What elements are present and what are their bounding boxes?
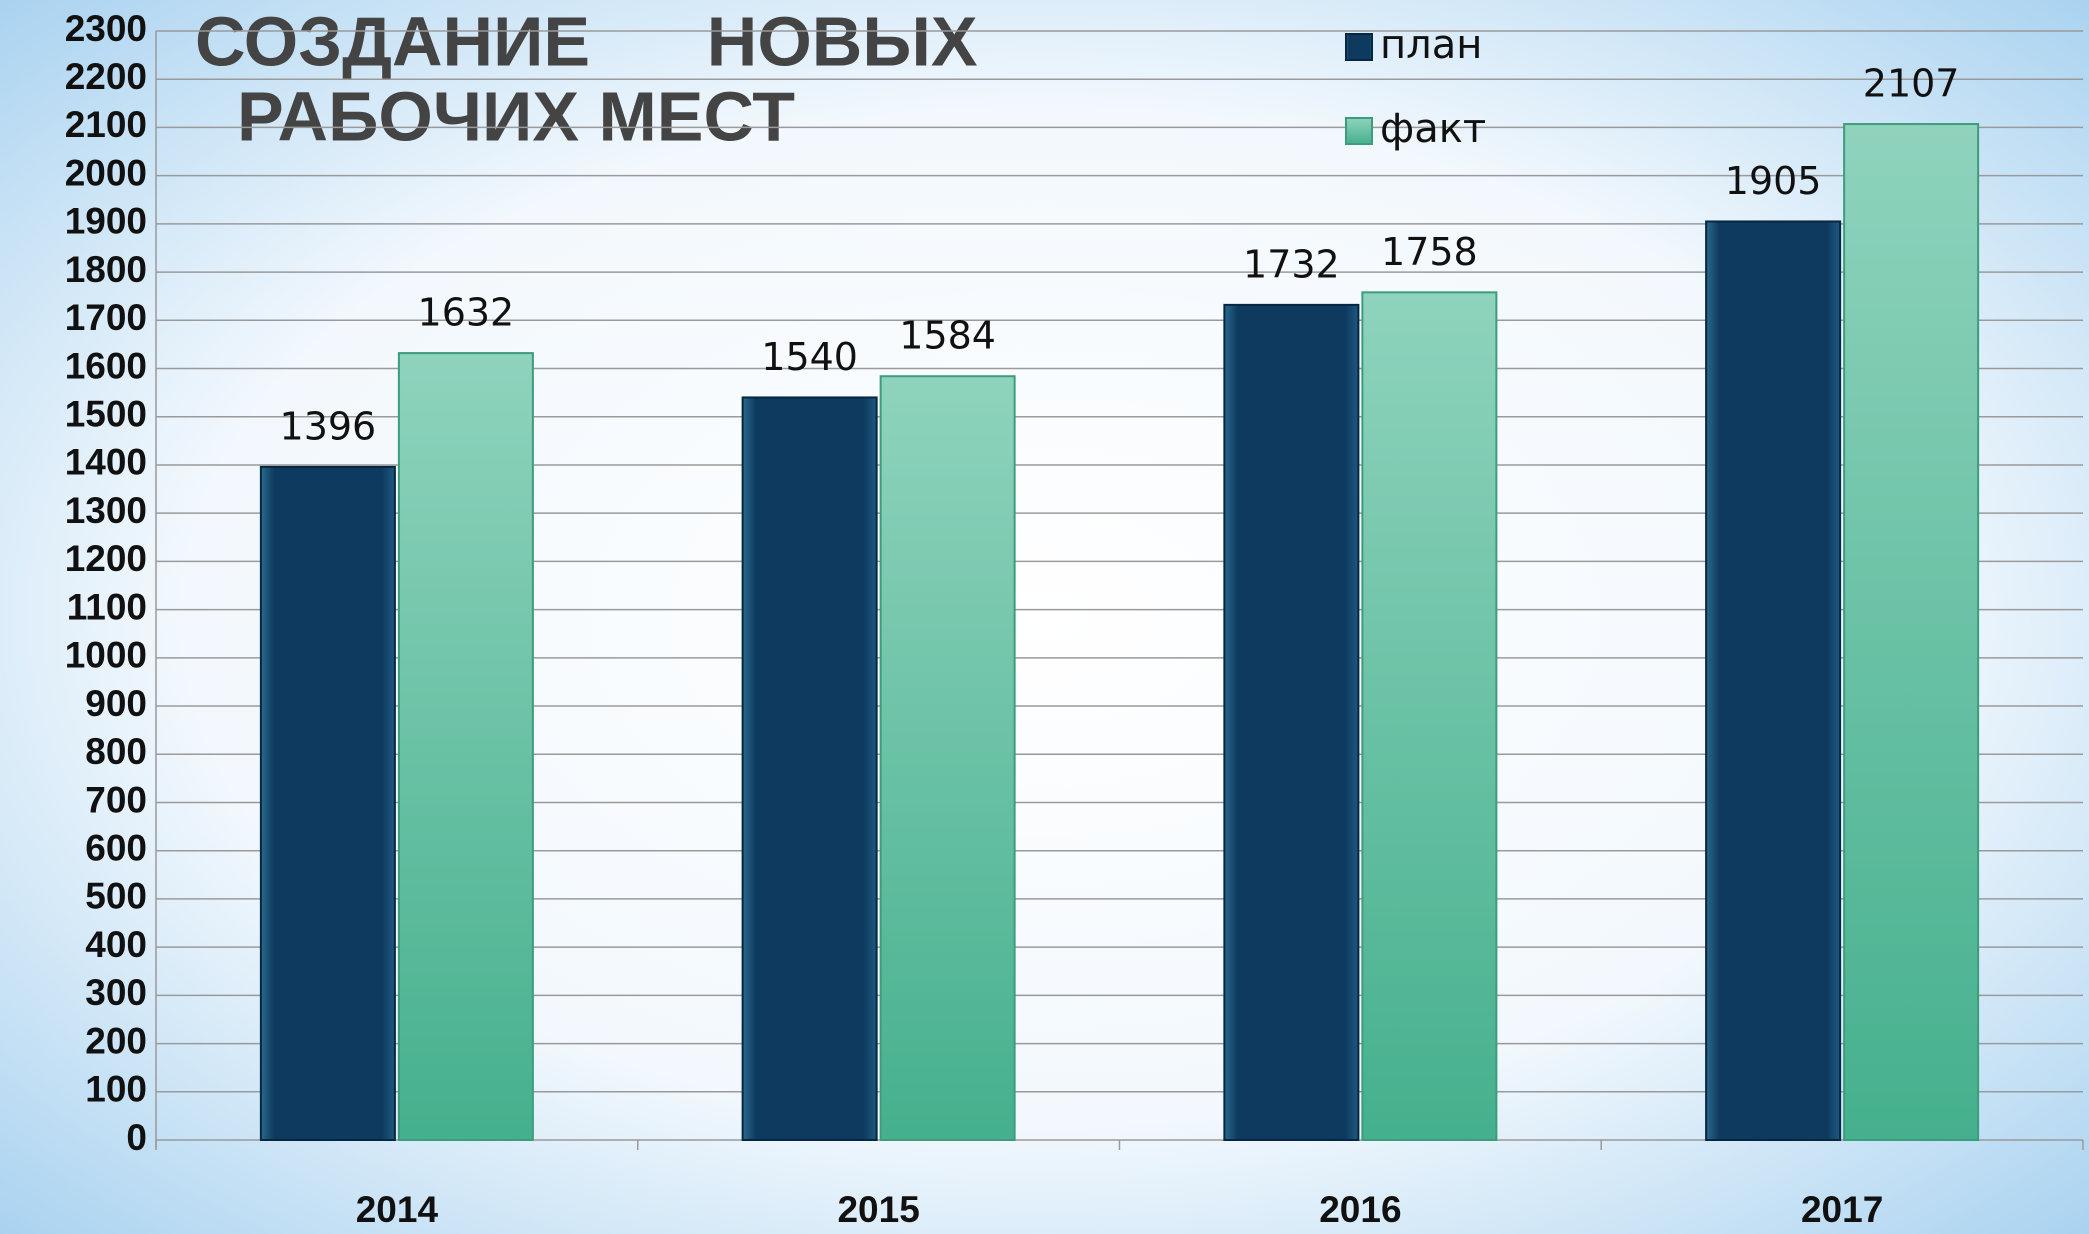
y-tick-label: 1300 [65, 490, 147, 531]
y-tick-label: 100 [85, 1069, 147, 1110]
chart-title: РАБОЧИХ МЕСТ [237, 77, 795, 155]
y-tick-label: 700 [85, 779, 147, 820]
value-label: 1396 [280, 404, 377, 448]
value-label: 1632 [418, 291, 515, 335]
x-tick-label: 2015 [837, 1189, 919, 1230]
value-label: 1584 [899, 314, 996, 358]
y-tick-label: 600 [85, 827, 147, 868]
x-tick-label: 2017 [1801, 1189, 1883, 1230]
y-tick-label: 2200 [65, 56, 147, 97]
x-tick-label: 2014 [356, 1189, 439, 1230]
bar [741, 396, 878, 1142]
bar [259, 465, 396, 1142]
y-tick-label: 1100 [67, 586, 147, 627]
y-tick-label: 1000 [65, 635, 147, 676]
y-tick-label: 1500 [65, 394, 147, 435]
bar [1361, 291, 1498, 1141]
y-tick-label: 1600 [65, 345, 147, 386]
value-label: 1758 [1381, 230, 1478, 274]
legend-label: факт [1380, 106, 1486, 152]
y-tick-label: 300 [85, 972, 147, 1013]
y-tick-label: 1200 [65, 538, 147, 579]
legend-swatch [1345, 33, 1373, 61]
y-tick-label: 1700 [65, 297, 147, 338]
y-tick-label: 200 [85, 1020, 147, 1061]
bar [1223, 303, 1360, 1142]
y-tick-label: 2300 [65, 8, 147, 49]
legend-label: план [1380, 22, 1482, 68]
bar [397, 352, 534, 1141]
y-tick-label: 1900 [65, 201, 147, 242]
x-tick-label: 2016 [1319, 1189, 1401, 1230]
y-tick-label: 0 [126, 1117, 147, 1158]
y-tick-label: 1400 [65, 442, 147, 483]
chart-title: СОЗДАНИЕ НОВЫХ [195, 2, 978, 80]
bar [1843, 123, 1980, 1141]
bar [879, 375, 1016, 1141]
y-tick-label: 500 [85, 876, 147, 917]
bar [1705, 220, 1842, 1142]
y-tick-label: 400 [85, 924, 147, 965]
value-label: 1905 [1725, 159, 1822, 203]
value-label: 1732 [1243, 242, 1340, 286]
value-label: 2107 [1863, 62, 1960, 106]
value-label: 1540 [761, 335, 858, 379]
y-tick-label: 900 [85, 683, 147, 724]
y-tick-label: 800 [85, 731, 147, 772]
y-tick-label: 2100 [65, 104, 147, 145]
y-tick-label: 1800 [65, 249, 147, 290]
y-tick-label: 2000 [65, 152, 147, 193]
legend-swatch [1345, 117, 1373, 145]
